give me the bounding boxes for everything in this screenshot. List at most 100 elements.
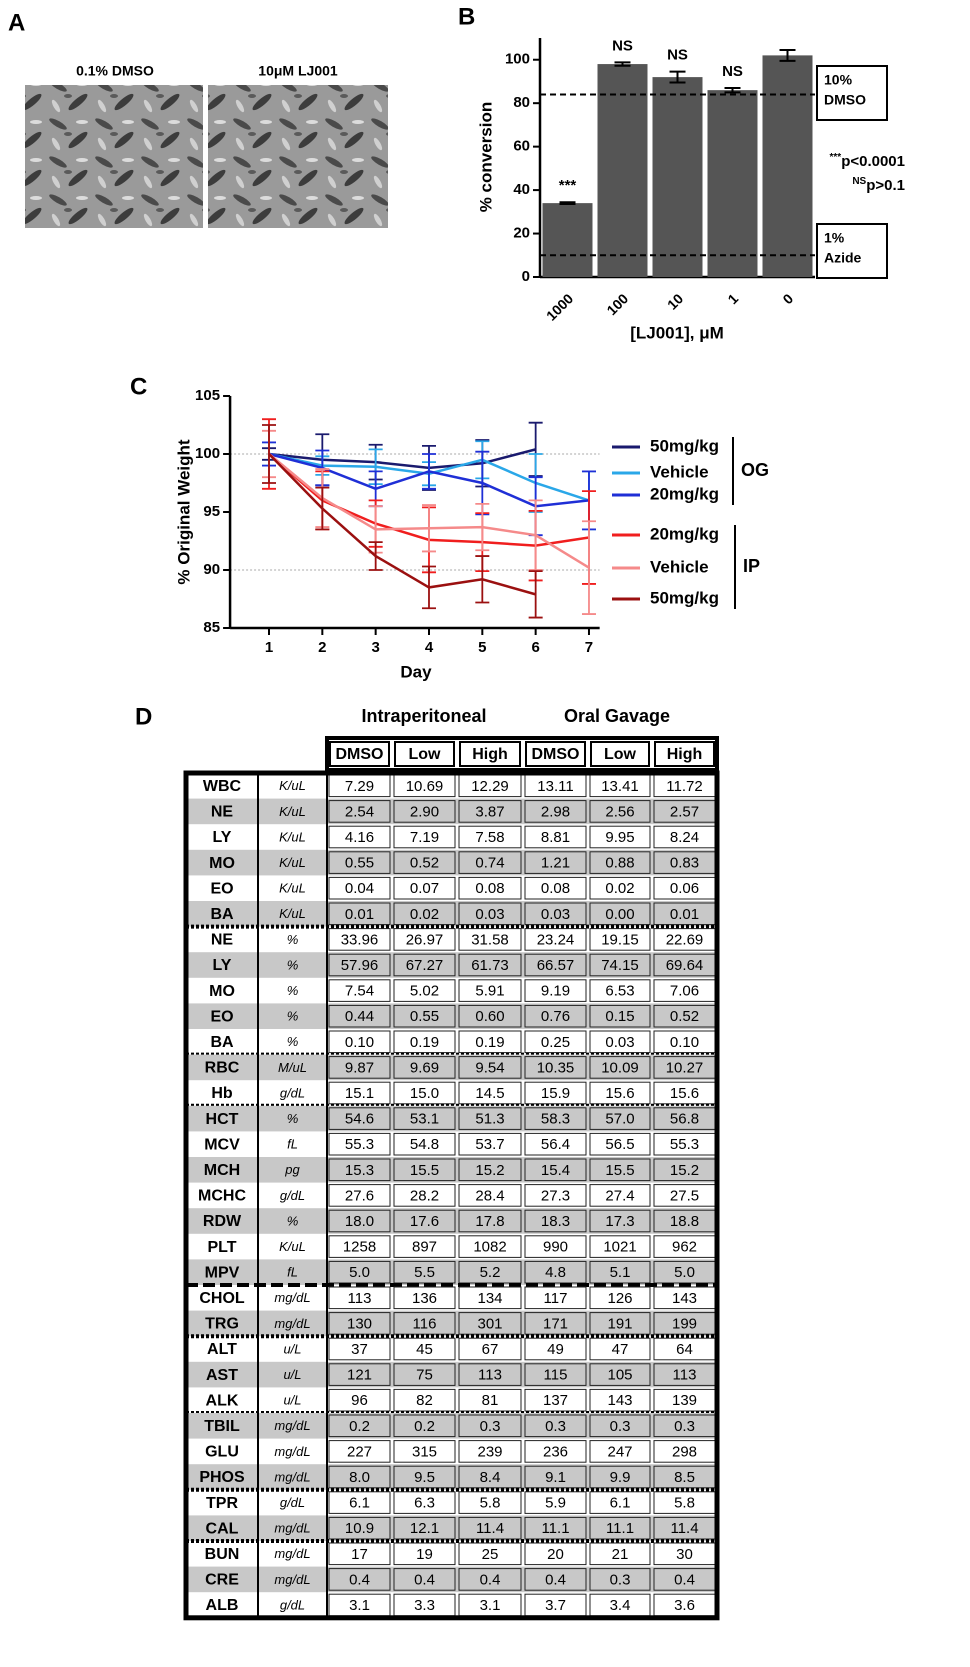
cell-border xyxy=(458,1363,522,1386)
cell-value: 56.8 xyxy=(670,1111,699,1128)
cell-value: 115 xyxy=(544,1367,568,1384)
unit: M/uL xyxy=(278,1060,307,1075)
cell-border xyxy=(589,1388,651,1412)
cell-value: 18.8 xyxy=(670,1213,699,1230)
cell-border xyxy=(328,1235,391,1258)
cell-value: 9.5 xyxy=(414,1469,435,1486)
cell-value: 3.6 xyxy=(674,1597,695,1614)
cell-value: 5.1 xyxy=(610,1264,631,1281)
unit: % xyxy=(287,983,299,998)
cell-value: 105 xyxy=(607,1367,632,1384)
cell-value: 11.4 xyxy=(670,1520,698,1537)
cell-border xyxy=(458,1235,522,1258)
reference-label: DMSO xyxy=(824,92,866,108)
row-shade xyxy=(186,1464,717,1490)
series-line xyxy=(268,448,536,470)
column-header: High xyxy=(667,746,703,763)
row-label: MPV xyxy=(205,1264,240,1281)
cell-value: 143 xyxy=(672,1290,697,1307)
cell-value: 3.87 xyxy=(475,803,504,820)
cell-border xyxy=(458,1414,522,1438)
cell-value: 75 xyxy=(416,1367,433,1384)
unit: K/uL xyxy=(279,804,306,819)
cell-value: 9.95 xyxy=(605,829,634,846)
row-label: PLT xyxy=(207,1239,236,1256)
cell-border xyxy=(458,979,522,1002)
cell-border xyxy=(458,1132,522,1156)
unit: mg/dL xyxy=(274,1418,310,1433)
cell-border xyxy=(458,1056,522,1079)
cell-value: 8.0 xyxy=(349,1469,370,1486)
error-bar xyxy=(724,86,741,94)
cell-value: 0.83 xyxy=(670,855,699,872)
cell-value: 0.02 xyxy=(605,880,634,897)
cell-value: 15.3 xyxy=(345,1162,374,1179)
cell-value: 1021 xyxy=(603,1239,636,1256)
cell-value: 5.2 xyxy=(480,1264,501,1281)
row-label: ALB xyxy=(206,1597,239,1614)
unit: % xyxy=(287,1111,299,1126)
x-axis-title: Day xyxy=(400,662,432,681)
cell-value: 2.56 xyxy=(605,803,634,820)
cell-border xyxy=(328,1286,391,1310)
row-label: TBIL xyxy=(204,1418,240,1435)
cell-value: 0.02 xyxy=(410,906,439,923)
cell-border xyxy=(328,876,391,900)
legend-label: Vehicle xyxy=(650,557,709,576)
cell-value: 6.1 xyxy=(610,1495,631,1512)
cell-value: 9.19 xyxy=(541,983,570,1000)
cell-value: 0.88 xyxy=(605,855,634,872)
row-shade xyxy=(186,1259,717,1285)
cell-border xyxy=(328,1209,391,1233)
row-shade xyxy=(186,1566,717,1593)
cell-border xyxy=(458,1107,522,1130)
y-tick-label: 90 xyxy=(203,561,220,578)
cell-border xyxy=(458,1337,522,1361)
cell-border xyxy=(589,1440,651,1463)
cell-value: 8.4 xyxy=(480,1469,501,1486)
cell-value: 5.8 xyxy=(480,1495,501,1512)
cell-border xyxy=(524,1132,587,1156)
cell-value: 0.76 xyxy=(541,1008,570,1025)
cell-value: 227 xyxy=(347,1443,372,1460)
cell-value: 14.5 xyxy=(475,1085,504,1102)
table-frame xyxy=(183,770,720,1621)
cell-value: 0.2 xyxy=(349,1418,370,1435)
cell-value: 5.0 xyxy=(674,1264,695,1281)
cell-border xyxy=(393,800,456,823)
unit: % xyxy=(287,1034,299,1049)
column-header: Low xyxy=(604,746,637,763)
cell-value: 15.2 xyxy=(670,1162,699,1179)
cell-value: 191 xyxy=(607,1315,632,1332)
row-label: LY xyxy=(213,957,232,974)
cell-value: 2.90 xyxy=(410,803,439,820)
cell-value: 18.0 xyxy=(345,1213,374,1230)
cell-value: 0.3 xyxy=(610,1571,631,1588)
cell-value: 0.03 xyxy=(475,906,504,923)
cell-value: 19.15 xyxy=(601,931,639,948)
reference-box xyxy=(816,223,888,279)
legend-label: 20mg/kg xyxy=(650,524,719,543)
cell-value: 58.3 xyxy=(541,1111,570,1128)
cell-value: 117 xyxy=(544,1290,568,1307)
unit: mg/dL xyxy=(274,1290,310,1305)
row-label: RDW xyxy=(203,1213,242,1230)
reference-label: 10% xyxy=(824,72,853,88)
cell-border xyxy=(458,1388,522,1412)
cell-border xyxy=(328,1516,391,1540)
cell-border xyxy=(458,825,522,849)
error-bar xyxy=(475,555,490,604)
cell-border xyxy=(589,825,651,849)
error-bar xyxy=(315,486,330,531)
cell-value: 136 xyxy=(412,1290,437,1307)
cell-value: 113 xyxy=(348,1290,372,1307)
cell-value: 10.09 xyxy=(601,1059,639,1076)
cell-value: 143 xyxy=(607,1392,632,1409)
cell-border xyxy=(589,1312,651,1335)
x-tick-label: 4 xyxy=(425,639,434,656)
cell-border xyxy=(589,1542,651,1566)
cell-value: 28.2 xyxy=(410,1187,439,1204)
cell-value: 1258 xyxy=(343,1239,376,1256)
unit: K/uL xyxy=(279,881,306,896)
row-label: BA xyxy=(210,906,234,923)
